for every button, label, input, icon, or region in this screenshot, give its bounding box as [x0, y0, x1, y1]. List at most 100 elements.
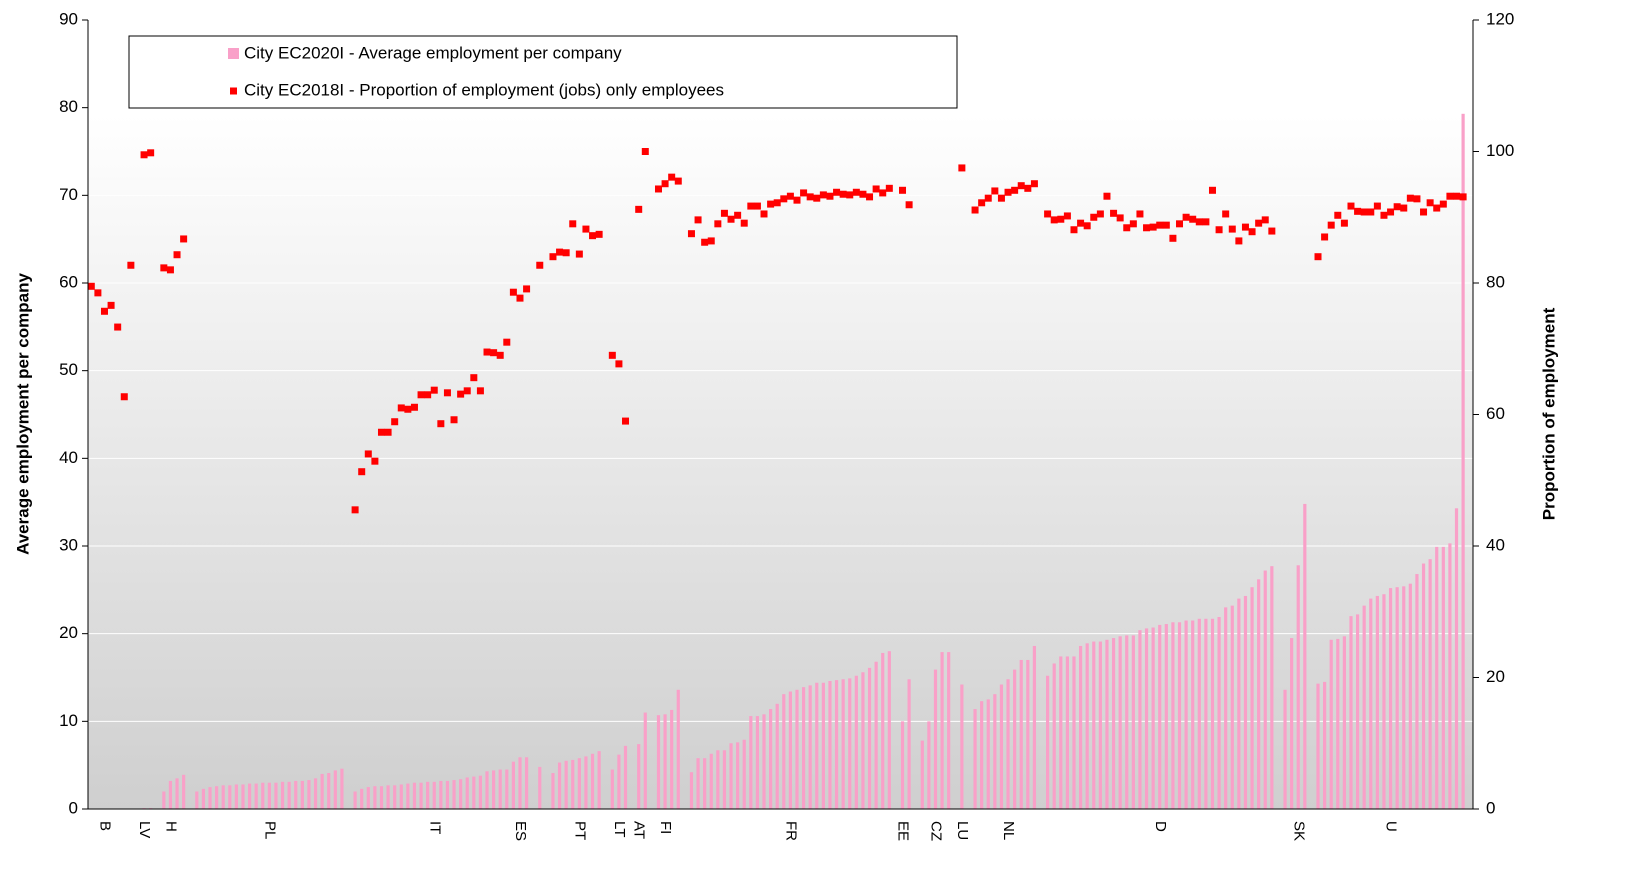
point — [767, 200, 775, 208]
point — [569, 220, 577, 228]
point — [654, 185, 662, 193]
point — [846, 191, 854, 199]
bar — [722, 750, 727, 809]
point — [364, 450, 372, 458]
point — [1354, 207, 1362, 215]
y-tick-label: 40 — [59, 448, 78, 467]
point — [727, 215, 735, 223]
bar — [795, 689, 799, 809]
point — [1446, 192, 1454, 200]
point — [793, 196, 801, 204]
bar — [406, 783, 410, 809]
bar — [689, 772, 694, 809]
bar — [1336, 638, 1340, 809]
point — [1070, 226, 1078, 234]
point — [443, 389, 451, 397]
bar — [175, 778, 179, 809]
bar — [511, 761, 515, 809]
plot-area — [88, 20, 1473, 809]
bar — [261, 782, 265, 809]
point — [1393, 203, 1401, 211]
point — [608, 351, 616, 359]
bar — [782, 694, 786, 809]
point — [391, 418, 399, 426]
point — [437, 420, 445, 428]
point — [905, 201, 913, 209]
point — [885, 184, 893, 192]
bar — [1131, 635, 1135, 809]
y2-tick-label: 120 — [1486, 9, 1514, 28]
point — [760, 210, 768, 218]
y-tick-label: 20 — [59, 623, 78, 642]
point — [1149, 223, 1157, 231]
x-tick-label: H — [162, 821, 179, 832]
bar — [709, 753, 713, 809]
bar — [927, 721, 931, 809]
bar — [762, 714, 766, 809]
point — [476, 387, 484, 395]
point — [839, 190, 847, 198]
point — [872, 185, 880, 193]
bar — [788, 691, 792, 809]
x-tick-label: D — [1152, 821, 1169, 832]
bar — [1435, 546, 1439, 809]
bar — [993, 694, 997, 809]
point — [1387, 208, 1395, 216]
bar — [887, 651, 891, 809]
bar — [1098, 641, 1102, 809]
bar — [815, 682, 819, 809]
point — [173, 251, 181, 259]
bar — [1184, 620, 1188, 809]
bar — [900, 721, 905, 809]
bar — [808, 685, 812, 809]
point — [1373, 202, 1381, 210]
bar — [676, 689, 680, 809]
bar — [492, 770, 496, 809]
bar — [729, 743, 733, 809]
bar — [920, 740, 924, 809]
bar — [1224, 607, 1228, 809]
point — [819, 191, 827, 199]
x-tick-label: FI — [657, 821, 674, 834]
point — [786, 192, 794, 200]
bar — [228, 785, 232, 809]
bar — [551, 773, 555, 809]
x-tick-label: PT — [571, 821, 588, 840]
point — [1096, 210, 1104, 218]
bar — [1125, 635, 1129, 809]
point — [120, 393, 128, 401]
point — [1110, 209, 1118, 217]
point — [866, 193, 874, 201]
point — [384, 428, 392, 436]
bar — [1105, 639, 1109, 809]
point — [1255, 219, 1263, 227]
legend-label: City EC2020I - Average employment per co… — [244, 43, 622, 62]
bar — [1078, 645, 1083, 809]
point — [747, 202, 755, 210]
y-tick-label: 90 — [59, 9, 78, 28]
bar — [1032, 645, 1037, 809]
point — [1169, 234, 1177, 242]
point — [879, 189, 887, 197]
y-tick-label: 70 — [59, 185, 78, 204]
bar — [1151, 627, 1155, 809]
point — [509, 288, 517, 296]
bar — [564, 760, 568, 809]
legend-swatch — [230, 87, 237, 95]
x-tick-label: LU — [954, 821, 971, 840]
bar — [755, 716, 760, 809]
x-tick-label: AT — [631, 821, 648, 839]
bar — [1408, 583, 1412, 809]
bar — [749, 716, 753, 809]
bar — [637, 744, 641, 809]
point — [1202, 218, 1210, 226]
bar — [960, 684, 964, 809]
bar — [1428, 559, 1432, 809]
point — [516, 294, 524, 302]
point — [107, 301, 115, 309]
bar — [1019, 659, 1023, 809]
point — [114, 323, 122, 331]
point — [1189, 215, 1197, 223]
bar — [241, 784, 245, 809]
bar — [1210, 618, 1215, 809]
